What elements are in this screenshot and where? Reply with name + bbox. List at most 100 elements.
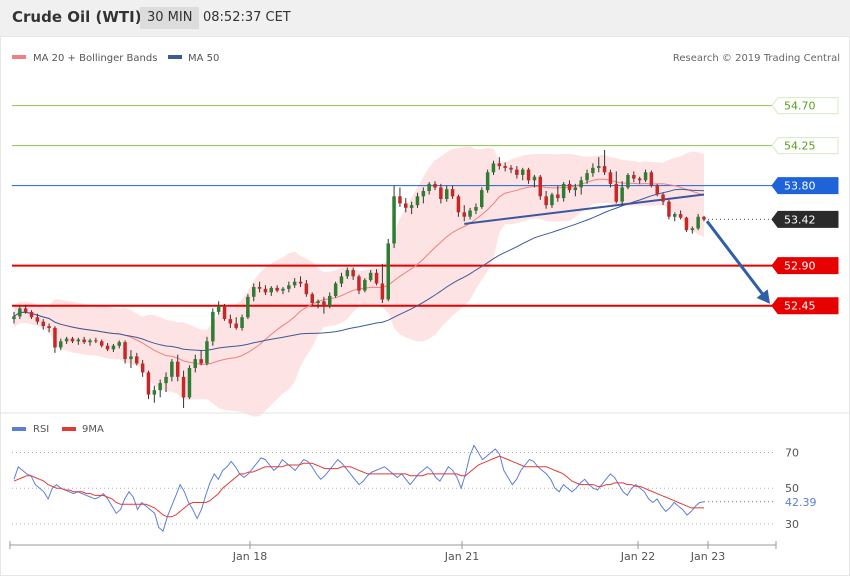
candle bbox=[222, 303, 227, 321]
candle-body bbox=[380, 283, 385, 300]
candle bbox=[474, 203, 478, 215]
candle bbox=[322, 296, 326, 314]
candle bbox=[702, 215, 706, 222]
candle bbox=[643, 169, 648, 183]
candle-body bbox=[246, 296, 250, 318]
candle bbox=[88, 338, 92, 346]
candle bbox=[41, 319, 45, 330]
price-tag-53.42 bbox=[771, 210, 839, 228]
candle bbox=[140, 359, 145, 377]
rsi-legend: RSI 9MA bbox=[12, 424, 104, 435]
candle-body bbox=[211, 311, 215, 342]
candle-body bbox=[497, 163, 502, 167]
candle bbox=[696, 214, 700, 231]
candle-body bbox=[439, 187, 443, 199]
candle bbox=[626, 173, 630, 190]
price-tag-53.80 bbox=[771, 177, 839, 195]
candle bbox=[515, 166, 519, 179]
candle bbox=[602, 150, 607, 175]
candle bbox=[12, 311, 16, 324]
candle bbox=[193, 354, 197, 373]
price-legend: MA 20 + Bollinger Bands MA 50 Research ©… bbox=[12, 53, 840, 64]
candle bbox=[433, 181, 437, 191]
price-tag-52.90 bbox=[771, 257, 839, 275]
price-tag-label-52.90: 52.90 bbox=[784, 260, 816, 273]
candle-body bbox=[556, 194, 560, 199]
candle-body bbox=[152, 390, 157, 395]
candle bbox=[216, 301, 221, 315]
candle-body bbox=[252, 287, 256, 297]
candle-body bbox=[561, 183, 566, 199]
timeframe-selector[interactable]: 30 MIN bbox=[140, 7, 200, 29]
candle-body bbox=[374, 272, 379, 284]
price-tag-label-53.80: 53.80 bbox=[784, 180, 816, 193]
candle-body bbox=[240, 317, 244, 328]
candle bbox=[690, 226, 695, 234]
candle-body bbox=[678, 214, 683, 218]
candle bbox=[64, 336, 69, 344]
candle bbox=[316, 299, 320, 309]
candle-body bbox=[269, 287, 273, 293]
candle-body bbox=[181, 376, 186, 398]
candle bbox=[135, 352, 139, 366]
candle bbox=[491, 160, 496, 175]
candle bbox=[550, 192, 554, 208]
candle bbox=[357, 274, 361, 295]
candle bbox=[117, 340, 121, 349]
candle-body bbox=[538, 176, 542, 197]
candle bbox=[82, 336, 86, 344]
candle-body bbox=[480, 190, 484, 207]
chart-clock: 08:52:37 CET bbox=[203, 10, 291, 25]
candle-body bbox=[12, 316, 16, 320]
candle bbox=[146, 370, 151, 400]
candle-body bbox=[404, 203, 408, 208]
time-tick-label: Jan 23 bbox=[690, 550, 725, 563]
time-tick-label: Jan 18 bbox=[232, 550, 267, 563]
candle bbox=[252, 283, 256, 302]
candle-body bbox=[281, 288, 285, 291]
candle-body bbox=[415, 196, 420, 206]
candle-body bbox=[64, 338, 69, 342]
candle-body bbox=[41, 321, 45, 327]
candle-body bbox=[333, 283, 338, 296]
ma50-legend-swatch bbox=[168, 55, 182, 59]
price-tag-54.70 bbox=[771, 97, 839, 115]
candle-body bbox=[491, 163, 496, 173]
rsi-ma-line bbox=[13, 455, 704, 518]
candle bbox=[637, 176, 642, 184]
candle bbox=[456, 194, 461, 217]
candle bbox=[368, 270, 373, 282]
candle bbox=[614, 171, 618, 204]
candle bbox=[404, 198, 408, 213]
candle-body bbox=[29, 311, 34, 318]
candle bbox=[328, 292, 332, 309]
candle-body bbox=[176, 361, 180, 377]
candle bbox=[158, 379, 162, 398]
candle bbox=[678, 210, 683, 220]
time-tick-label: Jan 21 bbox=[444, 550, 479, 563]
candle-body bbox=[526, 169, 531, 181]
candle bbox=[684, 216, 689, 232]
candle-body bbox=[474, 207, 478, 211]
candle bbox=[673, 212, 677, 222]
candle bbox=[111, 343, 116, 352]
candle-body bbox=[170, 361, 174, 377]
candle-body bbox=[521, 169, 525, 175]
candle-body bbox=[690, 228, 695, 231]
candle-body bbox=[462, 212, 466, 217]
ma50-legend-label: MA 50 bbox=[188, 53, 219, 64]
candle bbox=[18, 305, 22, 320]
candle-body bbox=[47, 326, 51, 328]
candle bbox=[269, 286, 273, 296]
candle bbox=[257, 281, 262, 293]
candle bbox=[246, 294, 250, 320]
candle-body bbox=[164, 376, 168, 384]
chart-header: Crude Oil (WTI) 30 MIN 08:52:37 CET bbox=[0, 0, 850, 36]
candle bbox=[538, 174, 542, 200]
candle-body bbox=[339, 276, 344, 284]
candle bbox=[23, 304, 28, 314]
candle-body bbox=[316, 301, 320, 304]
candle-body bbox=[684, 217, 689, 231]
candle-body bbox=[205, 341, 209, 364]
